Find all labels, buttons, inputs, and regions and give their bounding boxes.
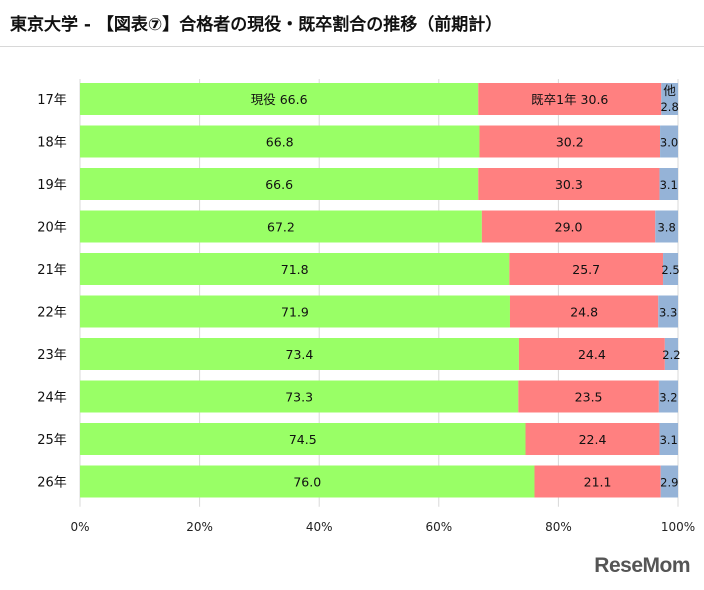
annotation-other: 他	[663, 83, 676, 98]
bar-segment	[660, 125, 678, 158]
data-label: 2.9	[660, 476, 678, 490]
category-label: 19年	[37, 178, 67, 193]
labels-layer: 現役 66.6 既卒1年 30.6 2.8 66.8 30.2 3.0 66.6 30.3 3.…	[251, 83, 681, 490]
x-tick-label: 0%	[70, 520, 89, 534]
title-divider	[0, 46, 704, 47]
x-tick-label: 40%	[306, 520, 333, 534]
bar-segment	[80, 423, 526, 455]
data-label: 74.5	[289, 432, 317, 447]
x-tick-label: 60%	[425, 520, 452, 534]
page-title: 東京大学 - 【図表⑦】合格者の現役・既卒割合の推移（前期計）	[10, 15, 503, 35]
data-label: 29.0	[555, 220, 583, 235]
bar-segment	[80, 210, 482, 243]
x-tick-label: 100%	[661, 520, 695, 534]
bar-segment	[478, 168, 660, 200]
data-label: 67.2	[267, 220, 295, 235]
x-tick-label: 80%	[545, 520, 572, 534]
category-label: 22年	[37, 306, 67, 321]
data-label: 76.0	[293, 475, 321, 490]
bar-segment	[80, 168, 479, 200]
data-label: 24.8	[570, 305, 598, 320]
axis-layer: 0% 20% 40% 60% 80% 100% 17年 18年 19年 20年 21年 22年 23年 2…	[37, 93, 695, 534]
data-label: 3.8	[657, 221, 675, 235]
data-label: 3.3	[659, 306, 677, 320]
data-label: 3.0	[660, 136, 678, 150]
data-label: 30.2	[556, 135, 584, 150]
bar-segment	[664, 338, 678, 370]
data-label: 2.2	[662, 348, 680, 362]
bar-segment	[534, 465, 661, 498]
resemom-logo: ReseMom	[594, 554, 690, 577]
data-label: 22.4	[579, 432, 607, 447]
category-label: 21年	[37, 263, 67, 278]
data-label: 73.4	[286, 347, 314, 362]
bar-segment	[478, 83, 662, 115]
data-label: 66.8	[266, 135, 294, 150]
x-tick-label: 20%	[186, 520, 213, 534]
bar-segment	[80, 125, 480, 158]
bar-segment	[655, 210, 678, 243]
bar-segment	[80, 83, 479, 115]
data-label: 21.1	[584, 475, 612, 490]
bar-segment	[509, 253, 664, 285]
bar-segment	[661, 83, 678, 115]
data-label: 23.5	[575, 390, 603, 405]
bar-segment	[509, 295, 659, 328]
data-label: 71.9	[281, 305, 309, 320]
bar-segment	[663, 253, 678, 285]
bar-segment	[80, 295, 510, 328]
data-label: 3.2	[659, 391, 677, 405]
category-label: 25年	[37, 433, 67, 448]
data-label: 既卒1年 30.6	[531, 92, 608, 107]
bar-segment	[659, 423, 678, 455]
bar-segment	[659, 168, 678, 200]
bar-segment	[658, 380, 678, 413]
data-label: 71.8	[281, 262, 309, 277]
bar-segment	[658, 295, 678, 328]
data-label: 25.7	[572, 262, 600, 277]
data-label: 24.4	[578, 347, 606, 362]
bar-segment	[80, 380, 519, 413]
data-label: 現役 66.6	[251, 92, 308, 107]
data-label: 30.3	[555, 177, 583, 192]
bar-segment	[660, 465, 678, 498]
bar-segment	[479, 125, 661, 158]
data-label: 3.1	[660, 178, 678, 192]
category-label: 24年	[37, 391, 67, 406]
bar-segment	[518, 338, 665, 370]
bar-segment	[80, 465, 535, 498]
bar-segment	[518, 380, 659, 413]
category-label: 18年	[37, 136, 67, 151]
data-label: 3.1	[660, 433, 678, 447]
data-label: 73.3	[285, 390, 313, 405]
bar-segment	[481, 210, 656, 243]
bar-segment	[80, 338, 519, 370]
category-label: 26年	[37, 476, 67, 491]
category-label: 17年	[37, 93, 67, 108]
data-label: 2.8	[660, 100, 678, 114]
data-label: 2.5	[661, 263, 679, 277]
bars-layer	[80, 83, 678, 498]
bar-segment	[80, 253, 510, 285]
data-label: 66.6	[265, 177, 293, 192]
bar-segment	[525, 423, 660, 455]
category-label: 20年	[37, 221, 67, 236]
category-label: 23年	[37, 348, 67, 363]
